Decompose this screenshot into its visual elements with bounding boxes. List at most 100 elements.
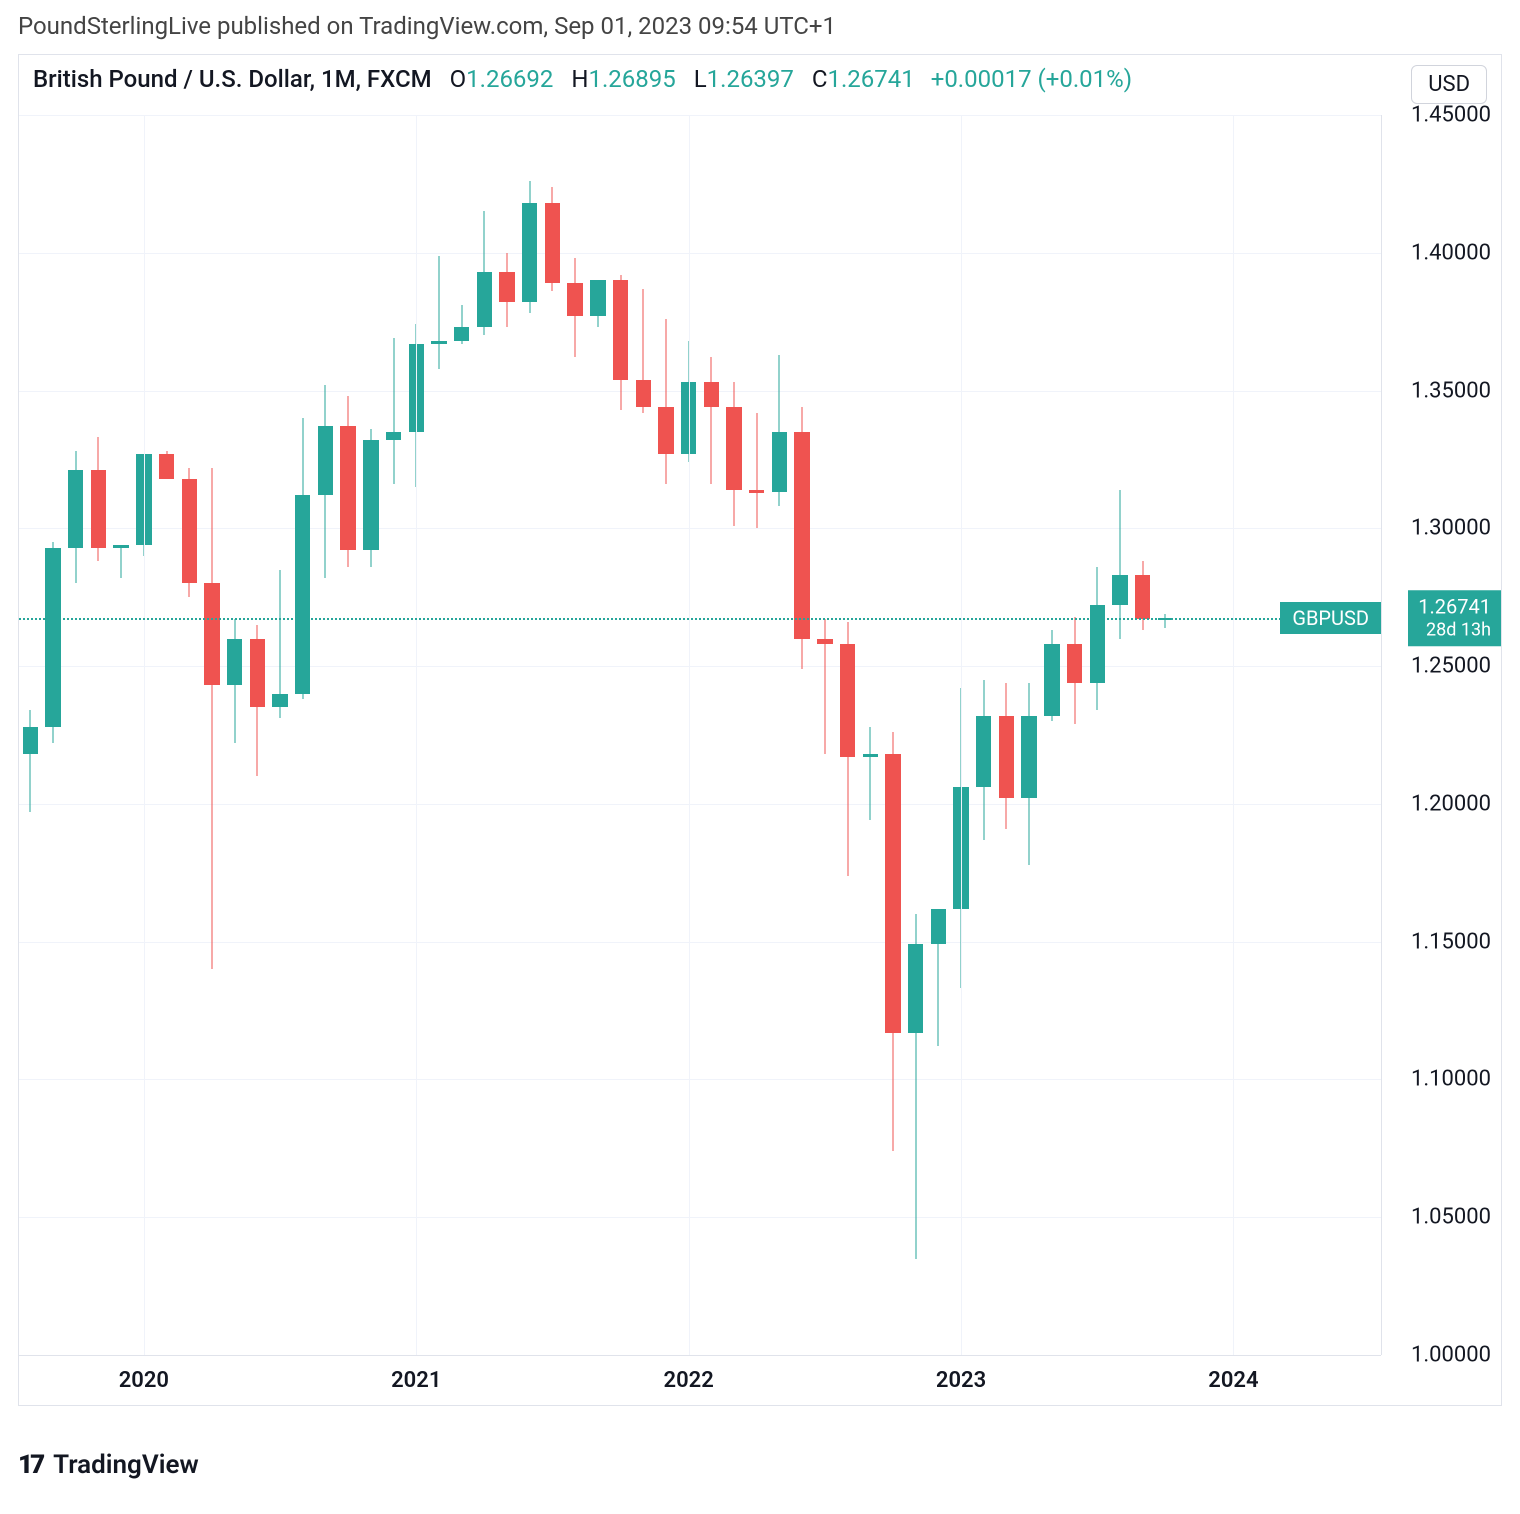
candle[interactable]	[454, 115, 469, 1355]
candle[interactable]	[976, 115, 991, 1355]
x-axis[interactable]: 20202021202220232024	[19, 1355, 1381, 1405]
candle-body	[658, 407, 673, 454]
candle[interactable]	[704, 115, 719, 1355]
candle-body	[340, 426, 355, 550]
grid-line-h	[19, 115, 1381, 116]
high-label: H	[571, 65, 588, 93]
candle[interactable]	[227, 115, 242, 1355]
candle[interactable]	[840, 115, 855, 1355]
candle-body	[522, 203, 537, 302]
candle[interactable]	[363, 115, 378, 1355]
candle[interactable]	[999, 115, 1014, 1355]
candle[interactable]	[477, 115, 492, 1355]
candle-body	[908, 944, 923, 1032]
candle[interactable]	[499, 115, 514, 1355]
candle[interactable]	[817, 115, 832, 1355]
grid-line-v	[689, 115, 690, 1355]
candle[interactable]	[726, 115, 741, 1355]
price-symbol-tag[interactable]: GBPUSD	[1280, 602, 1381, 634]
candle[interactable]	[204, 115, 219, 1355]
candle[interactable]	[885, 115, 900, 1355]
candle-body	[817, 639, 832, 645]
candle[interactable]	[182, 115, 197, 1355]
currency-badge[interactable]: USD	[1411, 65, 1487, 104]
candle[interactable]	[908, 115, 923, 1355]
tradingview-footer[interactable]: 17 TradingView	[18, 1450, 199, 1480]
y-tick-label: 1.40000	[1411, 240, 1491, 265]
candle[interactable]	[68, 115, 83, 1355]
price-tag-countdown: 28d 13h	[1418, 619, 1491, 642]
candle-body	[931, 909, 946, 945]
candle[interactable]	[318, 115, 333, 1355]
candle[interactable]	[45, 115, 60, 1355]
candle[interactable]	[1090, 115, 1105, 1355]
candle[interactable]	[545, 115, 560, 1355]
y-tick-label: 1.45000	[1411, 103, 1491, 128]
candle-body	[726, 407, 741, 490]
candle-body	[545, 203, 560, 283]
candle[interactable]	[340, 115, 355, 1355]
price-tag[interactable]: 1.2674128d 13h	[1408, 590, 1501, 646]
candle-body	[976, 716, 991, 788]
candle-body	[772, 432, 787, 493]
candle-body	[204, 583, 219, 685]
candle[interactable]	[613, 115, 628, 1355]
chart-frame: British Pound / U.S. Dollar, 1M, FXCM O1…	[18, 54, 1502, 1406]
candle[interactable]	[772, 115, 787, 1355]
candle[interactable]	[931, 115, 946, 1355]
candle[interactable]	[749, 115, 764, 1355]
candle[interactable]	[23, 115, 38, 1355]
candle[interactable]	[1112, 115, 1127, 1355]
candle-body	[1135, 575, 1150, 619]
plot-area[interactable]	[19, 115, 1381, 1355]
candle-body	[91, 470, 106, 547]
change-value: +0.00017 (+0.01%)	[931, 65, 1132, 93]
x-tick-label: 2022	[664, 1368, 714, 1393]
candle-body	[749, 490, 764, 493]
candle-body	[704, 382, 719, 407]
candle-wick	[756, 413, 757, 529]
candle-body	[159, 454, 174, 479]
candle-body	[1067, 644, 1082, 683]
candle-body	[272, 694, 287, 708]
candle[interactable]	[1135, 115, 1150, 1355]
close-label: C	[812, 65, 828, 93]
candle[interactable]	[272, 115, 287, 1355]
candle[interactable]	[863, 115, 878, 1355]
grid-line-h	[19, 804, 1381, 805]
candle[interactable]	[159, 115, 174, 1355]
candle[interactable]	[567, 115, 582, 1355]
candle[interactable]	[794, 115, 809, 1355]
candle[interactable]	[1044, 115, 1059, 1355]
candle-body	[1044, 644, 1059, 716]
candle[interactable]	[91, 115, 106, 1355]
open-value: 1.26692	[466, 65, 553, 93]
candle[interactable]	[250, 115, 265, 1355]
grid-line-v	[416, 115, 417, 1355]
candle[interactable]	[1067, 115, 1082, 1355]
candle-body	[227, 639, 242, 686]
candle[interactable]	[590, 115, 605, 1355]
symbol-name[interactable]: British Pound / U.S. Dollar, 1M, FXCM	[33, 65, 432, 93]
candle[interactable]	[1158, 115, 1173, 1355]
y-tick-label: 1.35000	[1411, 378, 1491, 403]
candle[interactable]	[522, 115, 537, 1355]
candle[interactable]	[386, 115, 401, 1355]
candle[interactable]	[636, 115, 651, 1355]
candle[interactable]	[1021, 115, 1036, 1355]
candle-body	[250, 639, 265, 708]
candle-wick	[30, 710, 31, 812]
candle-body	[613, 280, 628, 379]
grid-line-h	[19, 391, 1381, 392]
grid-line-h	[19, 1079, 1381, 1080]
candle-wick	[211, 468, 212, 970]
candle[interactable]	[658, 115, 673, 1355]
grid-line-v	[1233, 115, 1234, 1355]
y-axis[interactable]: 1.000001.050001.100001.150001.200001.250…	[1381, 115, 1501, 1355]
candle-wick	[711, 357, 712, 484]
candle-body	[295, 495, 310, 693]
candle[interactable]	[295, 115, 310, 1355]
candle-body	[68, 470, 83, 547]
candle[interactable]	[431, 115, 446, 1355]
candle[interactable]	[113, 115, 128, 1355]
